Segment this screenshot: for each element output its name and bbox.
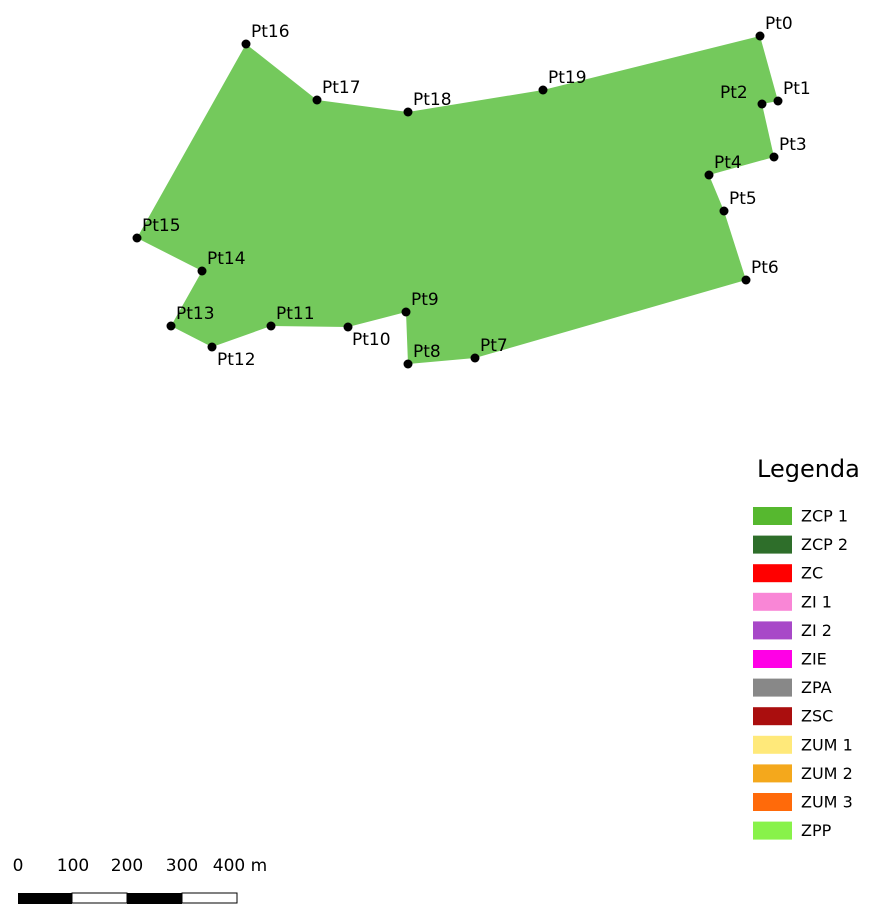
vertex [757, 99, 767, 109]
legend-swatch [753, 564, 792, 583]
vertex [769, 152, 779, 162]
vertex-label: Pt4 [714, 153, 742, 173]
vertex-label: Pt19 [548, 68, 587, 88]
vertex [538, 85, 548, 95]
legend-label: ZPA [801, 678, 832, 697]
vertex [266, 321, 276, 331]
vertex [719, 206, 729, 216]
scale-label: 300 [166, 856, 198, 876]
vertex-label: Pt12 [217, 350, 256, 370]
vertex-label: Pt18 [413, 90, 452, 110]
vertex-label: Pt5 [729, 189, 757, 209]
legend-label: ZI 2 [801, 621, 832, 640]
vertex [773, 96, 783, 106]
legend-swatch [753, 535, 792, 554]
legend-label: ZPP [801, 821, 832, 840]
vertex [241, 39, 251, 49]
legend-swatch [753, 621, 792, 640]
area-layer [137, 36, 778, 364]
vertex-label: Pt17 [322, 78, 361, 98]
vertex-label: Pt6 [751, 258, 779, 278]
scale-label: 100 [57, 856, 89, 876]
vertex [207, 342, 217, 352]
legend-label: ZUM 3 [801, 793, 853, 812]
legend-swatch [753, 507, 792, 525]
vertex-label: Pt14 [207, 249, 246, 269]
scale-bar: 0 100 200 300 400 m [13, 856, 267, 904]
vertex [197, 266, 207, 276]
vertex-label: Pt9 [411, 290, 439, 310]
vertex [403, 107, 413, 117]
legend-swatch [753, 793, 792, 811]
scale-segment [127, 893, 182, 904]
vertex [132, 233, 142, 243]
vertex-label: Pt3 [779, 135, 807, 155]
vertex-label: Pt2 [720, 83, 748, 103]
point-layer: Pt0 Pt1 Pt2 Pt3 Pt4 Pt5 Pt6 Pt7 Pt8 Pt9 Pt10 Pt11 Pt… [132, 14, 811, 370]
scale-label: 200 [111, 856, 143, 876]
vertex-label: Pt15 [142, 216, 181, 236]
legend-title: Legenda [757, 455, 860, 483]
vertex [704, 170, 714, 180]
vertex [470, 353, 480, 363]
legend-swatch [753, 735, 792, 754]
vertex [312, 95, 322, 105]
vertex [343, 322, 353, 332]
vertex-label: Pt13 [176, 304, 215, 324]
scale-segment [18, 893, 72, 904]
legend-swatch [753, 821, 792, 840]
legend-swatch [753, 650, 792, 668]
legend-swatch [753, 707, 792, 726]
legend-label: ZI 1 [801, 592, 832, 611]
vertex-label: Pt1 [783, 79, 811, 99]
legend-label: ZC [801, 564, 823, 583]
vertex [166, 321, 176, 331]
vertex [755, 31, 765, 41]
scale-segment [71, 892, 128, 904]
scale-label: 0 [13, 856, 24, 876]
legend-swatch [753, 764, 792, 783]
vertex-label: Pt0 [765, 14, 793, 34]
vertex-label: Pt10 [352, 330, 391, 350]
legend-label: ZCP 2 [801, 535, 848, 554]
vertex-label: Pt16 [251, 22, 290, 42]
vertex-label: Pt11 [276, 304, 315, 324]
vertex [403, 359, 413, 369]
vertex-label: Pt8 [413, 342, 441, 362]
vertex [401, 307, 411, 317]
legend: ZCP 1 ZCP 2 ZC ZI 1 ZI 2 ZIE ZPA ZSC ZUM 1 ZUM 2 Z… [753, 507, 853, 840]
legend-swatch [753, 678, 792, 697]
zone-polygon [137, 36, 778, 364]
scale-segment [181, 892, 238, 904]
legend-label: ZUM 1 [801, 735, 853, 754]
legend-label: ZIE [801, 650, 827, 669]
legend-swatch [753, 592, 792, 611]
vertex [741, 275, 751, 285]
vertex-label: Pt7 [480, 336, 508, 356]
legend-label: ZCP 1 [801, 507, 848, 526]
legend-label: ZUM 2 [801, 764, 853, 783]
legend-label: ZSC [801, 707, 833, 726]
scale-label: 400 m [213, 856, 267, 876]
